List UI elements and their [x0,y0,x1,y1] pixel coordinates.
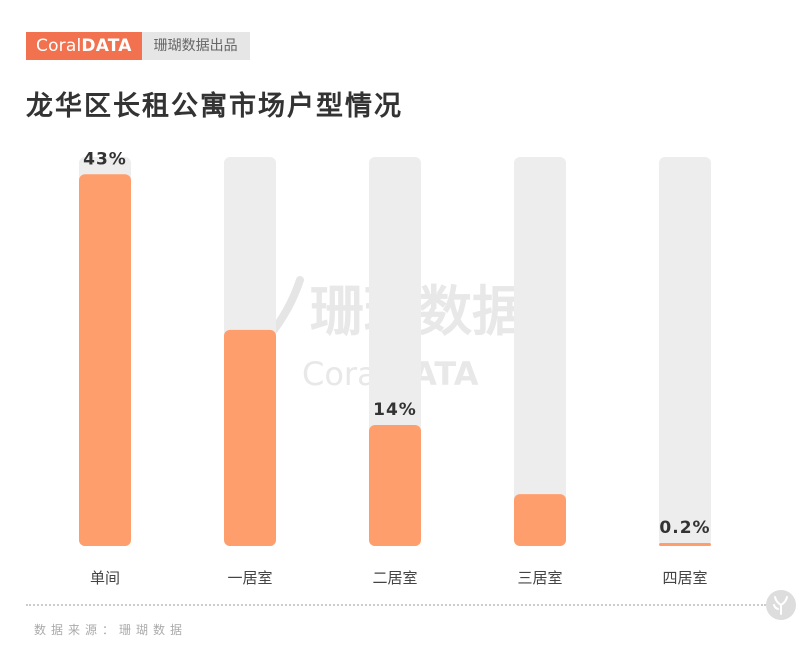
data-source: 数据来源：珊瑚数据 [34,623,188,637]
category-label: 单间 [90,569,120,587]
category-label: 四居室 [662,569,707,587]
bar [659,543,711,546]
data-label: 43% [83,149,127,169]
data-label: 14% [373,400,417,420]
category-label: 二居室 [372,569,417,587]
category-label: 一居室 [227,569,272,587]
bar [369,424,421,546]
bar-track [514,157,566,546]
brand-tag: 珊瑚数据出品 [141,32,250,60]
coral-logo-icon [766,590,796,620]
footer-divider [26,604,766,606]
bar [79,174,131,547]
bar [224,329,276,546]
chart-title: 龙华区长租公寓市场户型情况 [26,91,403,122]
brand-logo: CoralDATA [26,32,142,60]
category-label: 三居室 [517,569,562,587]
bar-track [659,157,711,546]
bar [514,494,566,546]
data-label: 0.2% [659,518,710,538]
bar-chart: 43% 单间 一居室 14% 二居室 三居室 0.2% 四居室 [79,149,711,587]
brand-badge: CoralDATA 珊瑚数据出品 [26,32,250,60]
